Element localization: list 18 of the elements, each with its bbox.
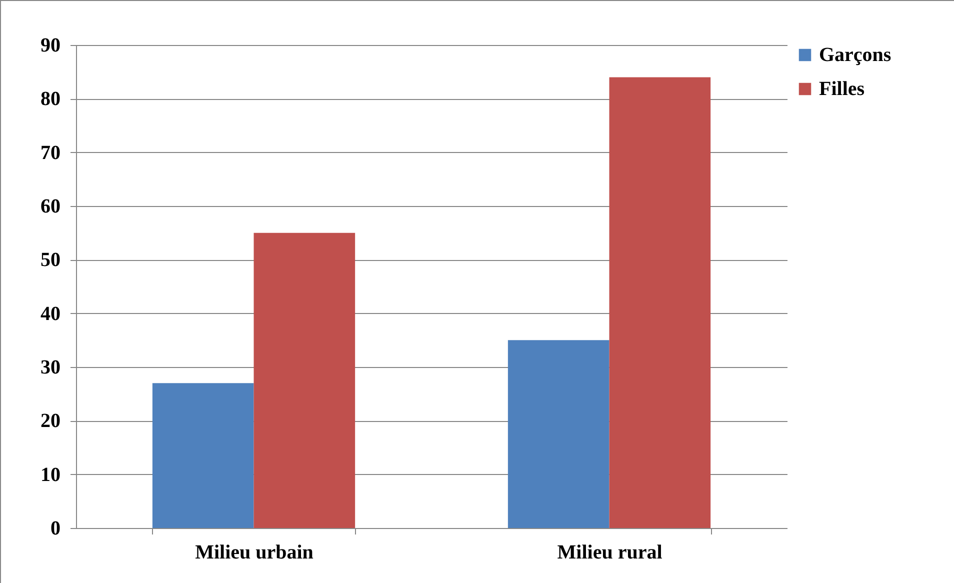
y-tick-label: 10: [40, 464, 60, 486]
bar: [508, 340, 610, 528]
y-tick-label: 30: [40, 356, 60, 378]
y-tick-label: 0: [50, 518, 60, 540]
bar: [254, 232, 356, 528]
y-tick-label: 90: [40, 34, 60, 56]
y-tick-label: 50: [40, 249, 60, 272]
y-tick-label: 20: [40, 410, 60, 432]
y-tick-label: 70: [40, 142, 60, 164]
x-tick-label: Milieu urbain: [195, 542, 314, 564]
legend-label: Filles: [819, 78, 865, 100]
y-tick-label: 40: [40, 302, 60, 325]
y-tick-label: 60: [40, 196, 60, 218]
y-tick-label: 80: [40, 88, 60, 110]
bar: [152, 383, 254, 528]
legend-label: Garçons: [819, 44, 892, 66]
bar: [609, 77, 711, 528]
x-tick-label: Milieu rural: [557, 542, 663, 564]
